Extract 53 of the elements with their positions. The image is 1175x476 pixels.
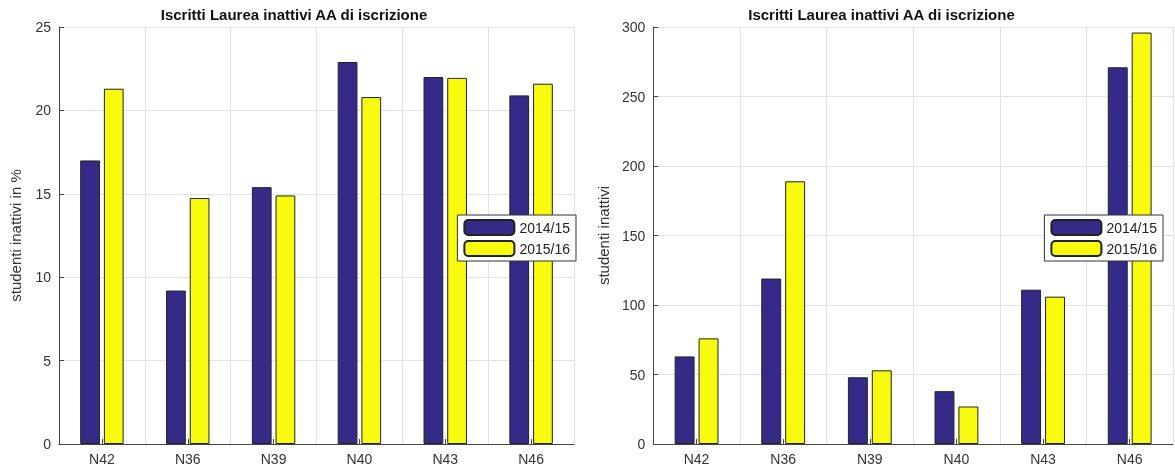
bar bbox=[189, 197, 210, 444]
y-tick-label: 50 bbox=[629, 366, 646, 383]
y-tick-label: 100 bbox=[621, 297, 646, 313]
y-tick-label: 15 bbox=[35, 185, 52, 202]
y-tick-label: 5 bbox=[43, 352, 52, 369]
y-axis-title: studenti inattivi bbox=[595, 185, 612, 286]
legend-label: 2015/16 bbox=[519, 240, 571, 257]
x-tick-label: N42 bbox=[89, 451, 115, 467]
y-tick-label: 150 bbox=[621, 227, 646, 244]
x-tick-label: N40 bbox=[943, 451, 970, 467]
bar bbox=[1045, 296, 1065, 444]
y-tick-label: 250 bbox=[621, 88, 646, 105]
y-tick-label: 300 bbox=[621, 19, 646, 35]
chart-title: Iscritti Laurea inattivi AA di iscrizione bbox=[748, 6, 1015, 23]
bar bbox=[785, 181, 806, 444]
bar bbox=[674, 356, 695, 444]
x-tick-label: N36 bbox=[174, 451, 201, 467]
bar bbox=[337, 62, 358, 444]
bar bbox=[698, 338, 719, 444]
bar bbox=[275, 195, 296, 444]
x-tick-label: N39 bbox=[260, 451, 287, 467]
x-tick-label: N43 bbox=[1030, 451, 1057, 467]
y-tick-label: 25 bbox=[35, 19, 52, 35]
bar bbox=[761, 278, 782, 444]
x-tick-label: N46 bbox=[518, 451, 545, 467]
legend-label: 2014/15 bbox=[519, 219, 571, 236]
y-tick-label: 0 bbox=[43, 436, 52, 452]
bar bbox=[934, 391, 955, 444]
chart-title: Iscritti Laurea inattivi AA di iscrizione bbox=[160, 6, 428, 23]
legend-label: 2015/16 bbox=[1106, 240, 1158, 257]
y-axis-title: studenti inattivi in % bbox=[7, 169, 24, 302]
x-tick-label: N46 bbox=[1116, 451, 1143, 467]
bar bbox=[958, 406, 979, 444]
bar bbox=[871, 370, 892, 444]
x-tick-label: N39 bbox=[856, 451, 883, 467]
y-tick-label: 20 bbox=[35, 102, 52, 119]
y-tick-label: 0 bbox=[637, 436, 646, 452]
legend-label: 2014/15 bbox=[1106, 219, 1158, 236]
bar bbox=[847, 377, 868, 444]
x-tick-label: N36 bbox=[770, 451, 797, 467]
bar bbox=[103, 88, 124, 444]
bar bbox=[80, 160, 100, 444]
y-tick-label: 10 bbox=[35, 269, 52, 286]
bar bbox=[447, 77, 467, 444]
bar bbox=[251, 187, 272, 444]
bar bbox=[166, 290, 186, 444]
x-tick-label: N43 bbox=[432, 451, 459, 467]
bar bbox=[423, 77, 444, 444]
bar bbox=[361, 97, 382, 444]
x-tick-label: N40 bbox=[346, 451, 373, 467]
bar bbox=[1021, 289, 1042, 444]
x-tick-label: N42 bbox=[683, 451, 710, 467]
y-tick-label: 200 bbox=[621, 158, 646, 174]
